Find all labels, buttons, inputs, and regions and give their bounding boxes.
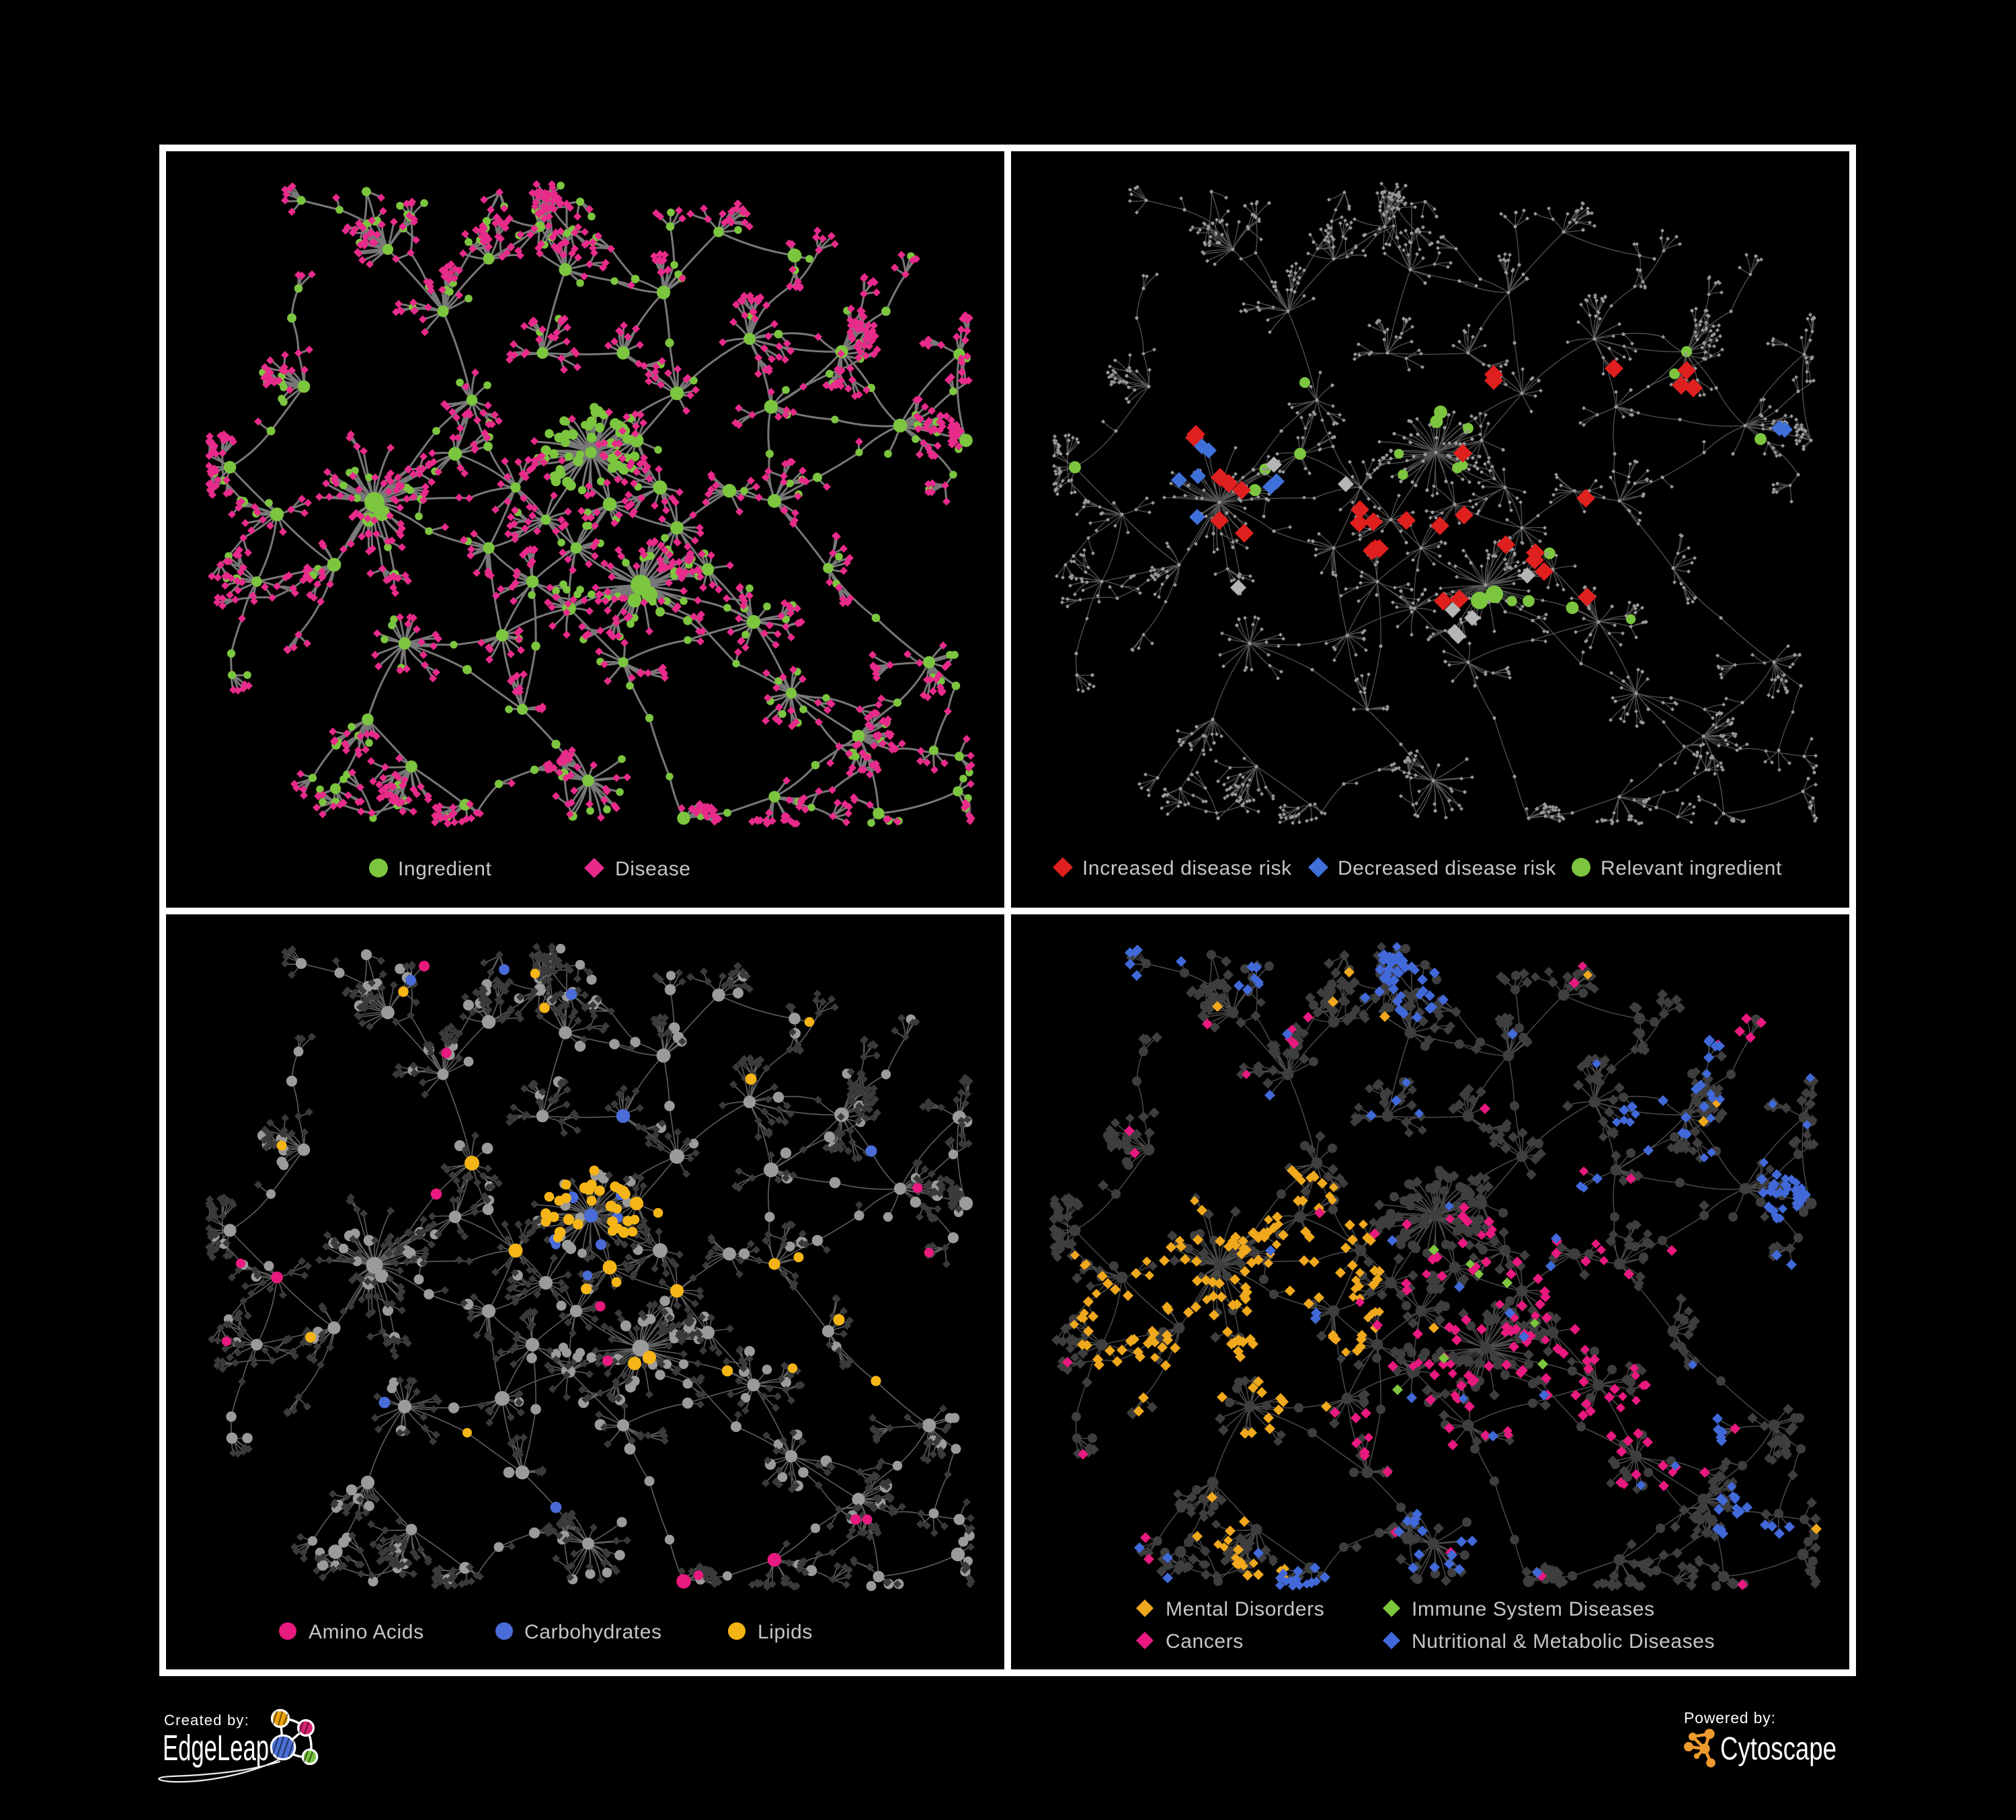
svg-text:EdgeLeap: EdgeLeap <box>163 1728 269 1768</box>
svg-text:Created by:: Created by: <box>164 1712 249 1729</box>
svg-text:Disease: Disease <box>615 858 691 880</box>
svg-text:Cancers: Cancers <box>1166 1630 1244 1653</box>
svg-text:Amino Acids: Amino Acids <box>309 1621 424 1643</box>
svg-text:Cytoscape: Cytoscape <box>1720 1731 1837 1767</box>
svg-text:Relevant ingredient: Relevant ingredient <box>1601 857 1782 879</box>
svg-text:Immune System Diseases: Immune System Diseases <box>1412 1598 1655 1620</box>
svg-text:Powered by:: Powered by: <box>1684 1709 1776 1727</box>
svg-text:Carbohydrates: Carbohydrates <box>524 1621 662 1643</box>
svg-text:Nutritional & Metabolic Diseas: Nutritional & Metabolic Diseases <box>1412 1630 1715 1653</box>
svg-text:Increased disease risk: Increased disease risk <box>1082 857 1292 879</box>
svg-text:Decreased disease risk: Decreased disease risk <box>1338 857 1556 879</box>
svg-text:Ingredient: Ingredient <box>398 858 491 880</box>
svg-text:Mental Disorders: Mental Disorders <box>1166 1598 1324 1620</box>
svg-text:Lipids: Lipids <box>758 1621 813 1643</box>
